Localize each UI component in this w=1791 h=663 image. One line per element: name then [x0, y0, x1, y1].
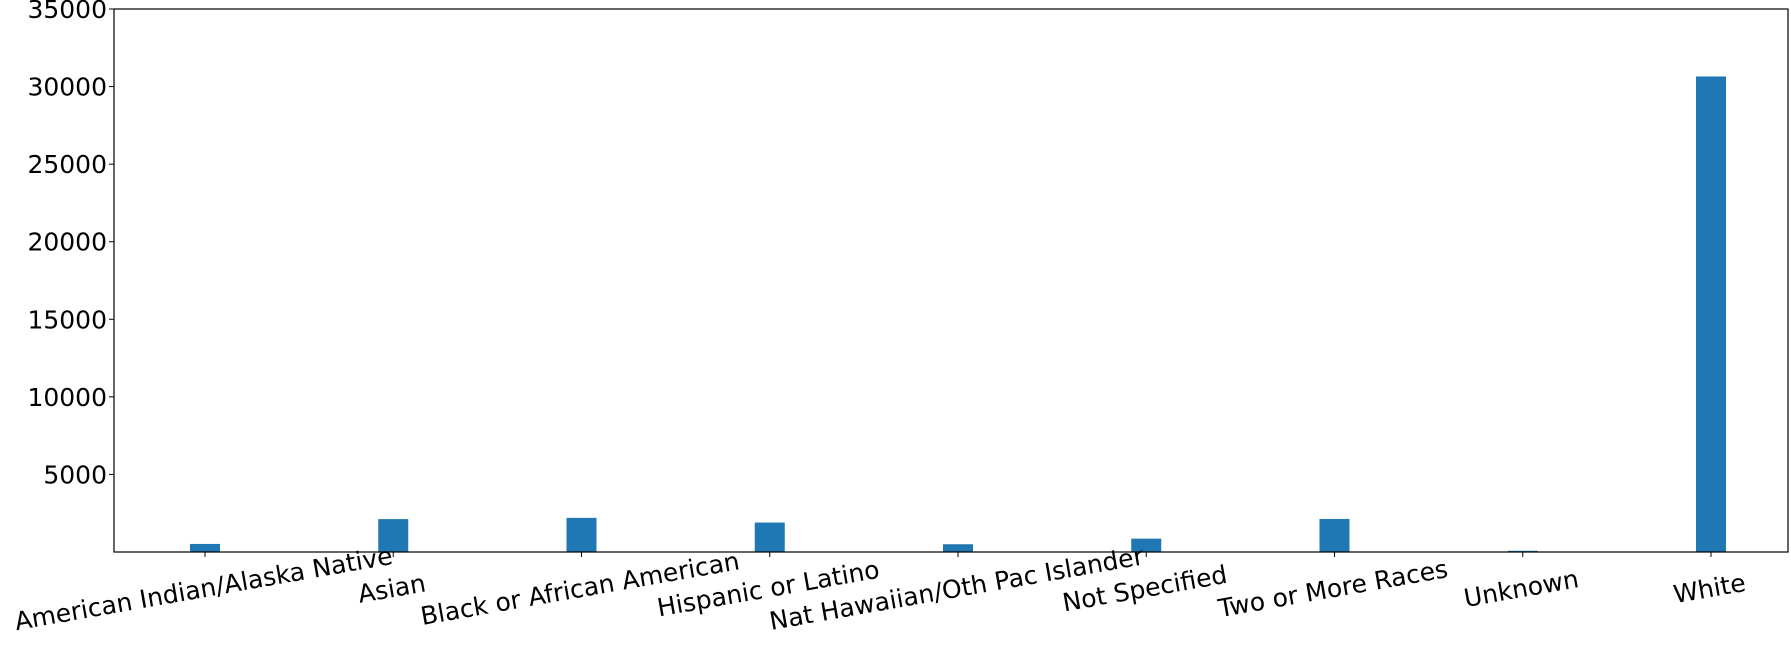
bars-group — [190, 76, 1726, 552]
x-tick-label: White — [1671, 568, 1748, 609]
y-tick-label: 30000 — [27, 73, 107, 102]
x-tick-label: Unknown — [1462, 564, 1581, 613]
bar-1 — [378, 519, 409, 552]
bar-2 — [566, 517, 597, 552]
bar-3 — [754, 522, 785, 552]
y-tick-label: 35000 — [27, 0, 107, 24]
bar-8 — [1696, 76, 1726, 552]
bar-7 — [1507, 550, 1538, 552]
x-tick-label: Two or More Races — [1215, 554, 1450, 623]
plot-frame — [113, 8, 1789, 553]
bar-0 — [190, 543, 220, 552]
y-tick-label: 25000 — [27, 150, 107, 179]
bar-4 — [943, 544, 973, 552]
bar-5 — [1131, 538, 1162, 552]
x-axis: American Indian/Alaska NativeAsianBlack … — [12, 541, 1748, 636]
x-tick-label: American Indian/Alaska Native — [12, 541, 394, 636]
y-tick-label: 10000 — [27, 383, 107, 412]
y-axis: 5000 10000 15000 20000 25000 30000 35000 — [27, 0, 114, 489]
y-tick-label: 15000 — [27, 305, 107, 334]
y-tick-label: 5000 — [43, 460, 107, 489]
bar-6 — [1319, 518, 1350, 552]
y-tick-label: 20000 — [27, 228, 107, 257]
